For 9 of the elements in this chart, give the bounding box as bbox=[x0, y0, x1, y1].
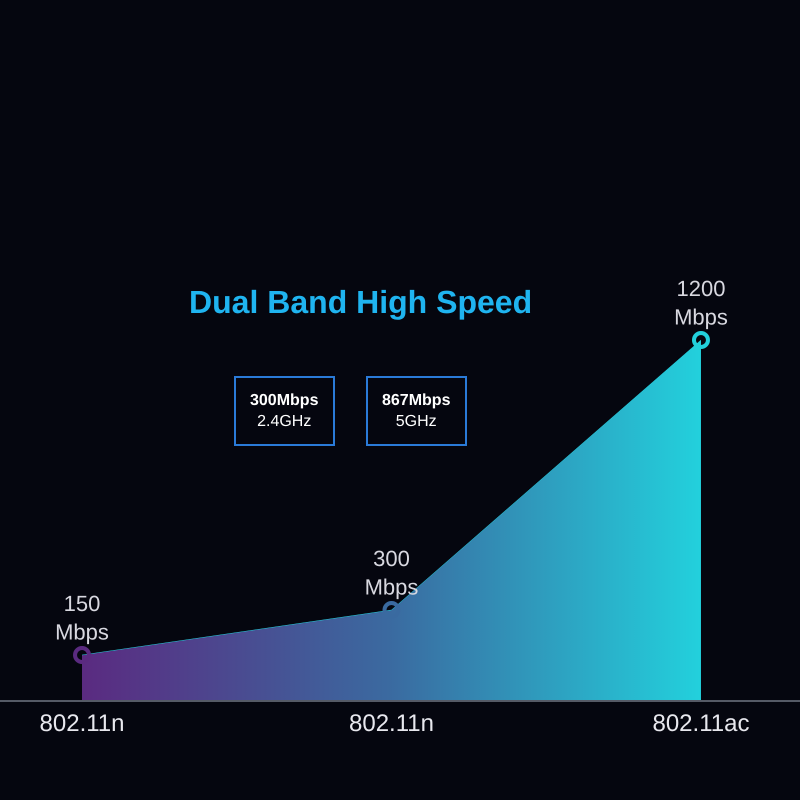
data-label: 1200 Mbps bbox=[674, 276, 728, 330]
x-tick-label: 802.11n bbox=[349, 710, 434, 737]
x-tick-label: 802.11n bbox=[40, 710, 124, 737]
annotation: 867Mbps 5GHz bbox=[382, 392, 451, 430]
data-label: 150 Mbps bbox=[55, 591, 109, 645]
data-label: 300 Mbps bbox=[364, 546, 418, 600]
x-tick-label: 802.11ac bbox=[652, 710, 750, 737]
chart-title: Dual Band High Speed bbox=[189, 284, 532, 320]
annotation: 300Mbps 2.4GHz bbox=[250, 392, 319, 430]
